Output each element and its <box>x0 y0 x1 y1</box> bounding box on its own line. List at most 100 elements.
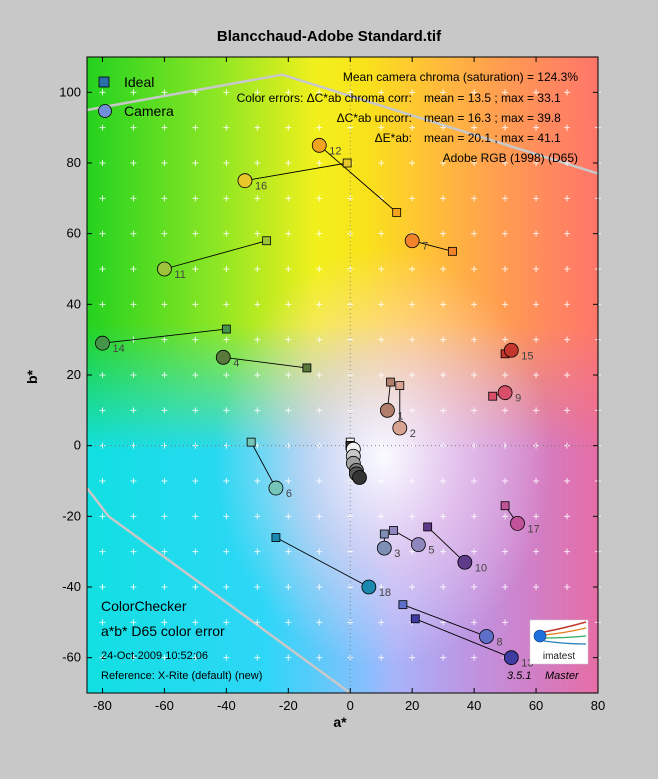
grid-plus <box>471 336 478 343</box>
grid-plus <box>316 230 323 237</box>
grid-plus <box>409 654 416 661</box>
grid-markers <box>87 57 601 693</box>
grid-plus <box>223 548 230 555</box>
grid-plus <box>161 442 168 449</box>
grid-plus <box>502 160 509 166</box>
grid-plus <box>192 584 199 590</box>
grid-plus <box>533 478 540 484</box>
grid-plus <box>409 513 416 520</box>
grid-plus <box>564 584 571 590</box>
grid-plus <box>471 407 478 414</box>
grid-plus <box>440 124 447 131</box>
error-line-14 <box>102 328 227 344</box>
grid-plus <box>223 513 230 520</box>
grid-plus <box>130 407 137 414</box>
ideal-point-16 <box>342 158 352 168</box>
grid-plus <box>161 654 168 661</box>
grid-plus <box>254 372 261 378</box>
x-tick-label: 40 <box>467 698 481 713</box>
grid-plus <box>409 442 416 449</box>
camera-point-10 <box>457 554 473 570</box>
legend-ideal-marker <box>98 76 110 88</box>
grid-plus <box>285 160 292 166</box>
grid-plus <box>533 442 540 449</box>
grid-plus <box>409 584 416 590</box>
grid-plus <box>378 513 385 520</box>
grid-plus <box>130 372 137 378</box>
grid-plus <box>440 407 447 414</box>
patch-label-15: 15 <box>521 350 533 362</box>
patch-label-12: 12 <box>329 145 341 157</box>
uncorr-values: mean = 16.3 ; max = 39.8 <box>424 111 561 125</box>
camera-point-16 <box>237 173 253 189</box>
mean-chroma-text: Mean camera chroma (saturation) = 124.3% <box>343 70 578 84</box>
grid-plus <box>223 407 230 414</box>
patch-label-1: 1 <box>397 410 403 422</box>
grid-plus <box>130 478 137 484</box>
grid-plus <box>285 230 292 237</box>
grid-plus <box>316 654 323 661</box>
grid-plus <box>161 478 168 484</box>
grid-plus <box>409 478 416 484</box>
grid-plus <box>316 584 323 590</box>
error-line-8 <box>402 604 487 637</box>
grid-plus <box>378 372 385 378</box>
grid-plus <box>440 230 447 237</box>
grid-plus <box>533 160 540 166</box>
x-tick-label: -60 <box>155 698 174 713</box>
grid-plus <box>316 301 323 308</box>
grid-plus <box>223 301 230 308</box>
grid-plus <box>192 336 199 343</box>
gamut-boundary <box>87 73 598 693</box>
grid-plus <box>564 266 571 272</box>
x-tick-label: -40 <box>217 698 236 713</box>
grid-plus <box>285 442 292 449</box>
grid-plus <box>223 584 230 590</box>
y-tick-label: 80 <box>67 155 81 170</box>
ideal-point-17 <box>500 501 510 511</box>
patch-label-2: 2 <box>410 428 416 440</box>
grid-plus <box>161 195 168 202</box>
grid-plus <box>192 513 199 520</box>
grid-plus <box>533 548 540 555</box>
footer-date: 24-Oct-2009 10:52:06 <box>101 650 208 662</box>
grid-plus <box>316 619 323 626</box>
grid-plus <box>347 619 354 626</box>
grid-plus <box>347 513 354 520</box>
grid-plus <box>564 336 571 343</box>
patch-label-17: 17 <box>527 523 539 535</box>
grid-plus <box>161 372 168 378</box>
x-tick-label: -20 <box>279 698 298 713</box>
gamut-boundary-upper <box>87 73 598 175</box>
grid-plus <box>502 336 509 343</box>
grid-plus <box>378 336 385 343</box>
grid-plus <box>564 160 571 166</box>
grid-plus <box>533 124 540 131</box>
grid-plus <box>130 619 137 626</box>
footer-reference: Reference: X-Rite (default) (new) <box>101 670 262 682</box>
grid-plus <box>285 336 292 343</box>
grid-plus <box>471 89 478 96</box>
grid-plus <box>99 230 106 237</box>
grid-plus <box>471 654 478 661</box>
grid-plus <box>378 195 385 202</box>
grid-plus <box>533 301 540 308</box>
footer-subtitle: a*b* D65 color error <box>101 623 225 639</box>
grid-plus <box>285 266 292 272</box>
grid-plus <box>161 160 168 166</box>
grid-plus <box>254 619 261 626</box>
grid-plus <box>347 407 354 414</box>
grid-plus <box>130 654 137 661</box>
grid-plus <box>564 372 571 378</box>
grid-plus <box>502 478 509 484</box>
error-line-12 <box>318 144 397 213</box>
grid-plus <box>130 513 137 520</box>
grid-plus <box>192 478 199 484</box>
camera-point-6 <box>268 480 284 496</box>
grid-plus <box>378 124 385 131</box>
grid-plus <box>254 336 261 343</box>
grid-plus <box>192 372 199 378</box>
footer-edition: Master <box>545 670 580 682</box>
